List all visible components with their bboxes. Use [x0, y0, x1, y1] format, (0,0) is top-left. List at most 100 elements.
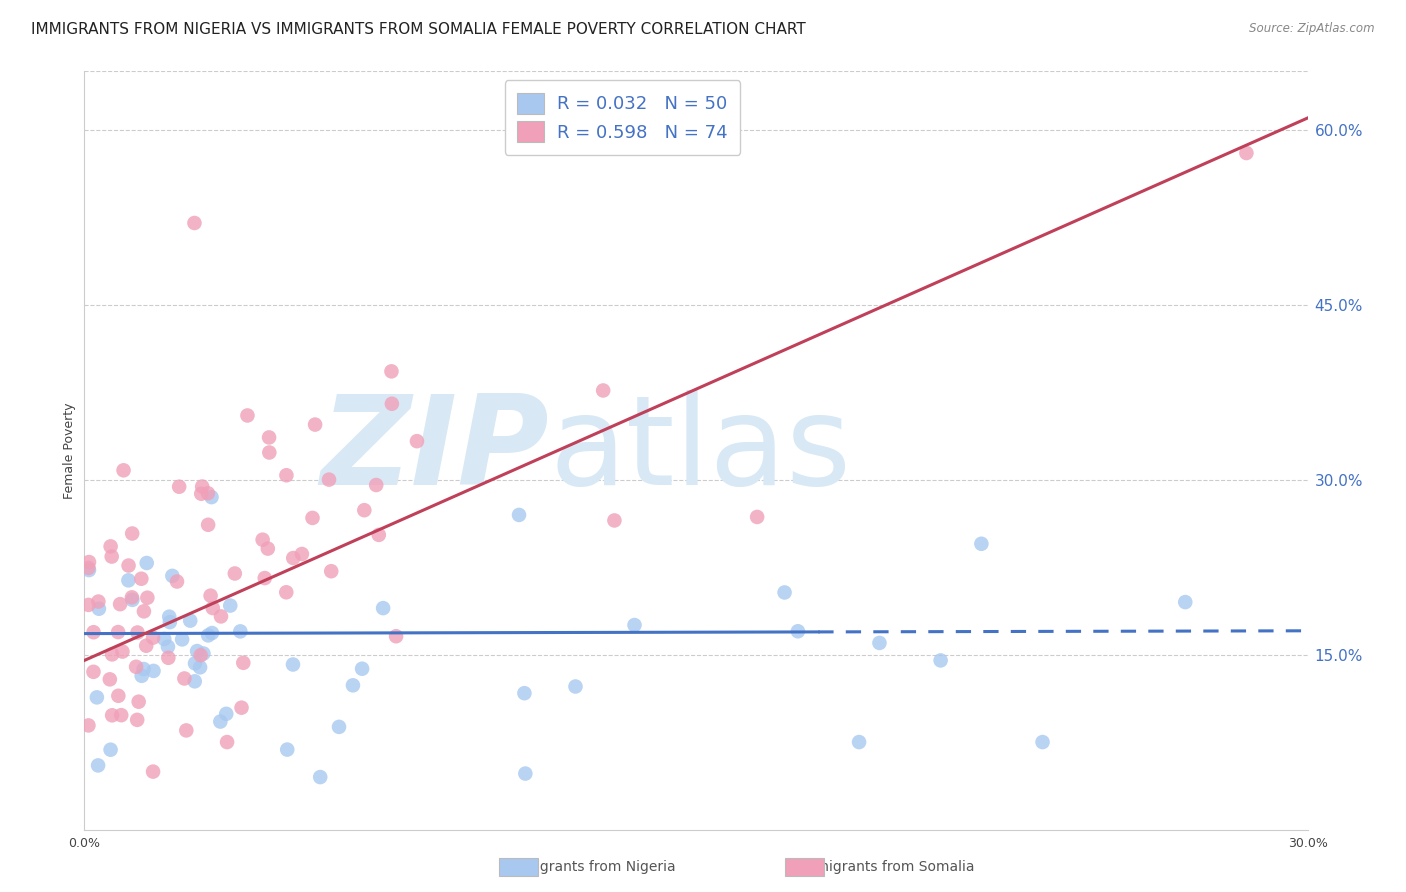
Point	[209, 609, 232, 624]
Point	[201, 626, 224, 640]
Point	[188, 660, 211, 674]
Point	[197, 628, 219, 642]
Point	[153, 632, 176, 646]
Text: atlas: atlas	[550, 390, 851, 511]
Point	[197, 486, 219, 500]
Point	[117, 558, 139, 573]
Point	[100, 549, 122, 564]
Point	[342, 678, 364, 692]
Point	[77, 555, 100, 569]
Text: Immigrants from Somalia: Immigrants from Somalia	[797, 860, 974, 874]
Point	[174, 723, 197, 738]
Point	[1032, 735, 1054, 749]
Point	[112, 463, 135, 477]
Point	[86, 690, 108, 705]
Point	[304, 417, 326, 432]
Point	[623, 618, 645, 632]
Point	[257, 430, 280, 444]
Point	[215, 706, 238, 721]
Point	[77, 563, 100, 577]
Point	[127, 713, 149, 727]
Point	[366, 478, 388, 492]
Point	[121, 591, 143, 605]
Legend: R = 0.032   N = 50, R = 0.598   N = 74: R = 0.032 N = 50, R = 0.598 N = 74	[505, 80, 741, 154]
Point	[513, 686, 536, 700]
Point	[1236, 146, 1258, 161]
Point	[77, 598, 100, 612]
Point	[929, 653, 952, 667]
Point	[142, 764, 165, 779]
Point	[190, 648, 212, 663]
Point	[256, 541, 278, 556]
Point	[117, 574, 139, 588]
Point	[353, 503, 375, 517]
Point	[179, 614, 201, 628]
Point	[773, 585, 796, 599]
Point	[101, 708, 124, 723]
Point	[184, 674, 207, 689]
Point	[380, 364, 402, 378]
Point	[321, 564, 343, 578]
Point	[508, 508, 530, 522]
Point	[253, 571, 276, 585]
Point	[224, 566, 246, 581]
Point	[125, 660, 148, 674]
Point	[121, 592, 143, 607]
Point	[283, 551, 305, 566]
Point	[381, 397, 404, 411]
Point	[156, 640, 179, 654]
Point	[318, 473, 340, 487]
Point	[229, 624, 252, 639]
Point	[367, 528, 389, 542]
Point	[166, 574, 188, 589]
Point	[157, 650, 180, 665]
Point	[787, 624, 810, 639]
Point	[142, 631, 165, 645]
Point	[83, 625, 105, 640]
Point	[110, 708, 132, 723]
Point	[162, 569, 184, 583]
Point	[592, 384, 614, 398]
Point	[135, 639, 157, 653]
Point	[132, 604, 155, 618]
Point	[77, 718, 100, 732]
Point	[301, 511, 323, 525]
Point	[128, 695, 150, 709]
Point	[747, 510, 769, 524]
Point	[236, 409, 259, 423]
Point	[217, 735, 239, 749]
Point	[209, 714, 232, 729]
Point	[232, 656, 254, 670]
Point	[603, 513, 626, 527]
Point	[352, 662, 374, 676]
Point	[132, 662, 155, 676]
Point	[276, 742, 298, 756]
Point	[371, 601, 394, 615]
Point	[259, 445, 281, 459]
Y-axis label: Female Poverty: Female Poverty	[63, 402, 76, 499]
Point	[157, 609, 180, 624]
Point	[869, 636, 891, 650]
Point	[848, 735, 870, 749]
Point	[87, 601, 110, 615]
Point	[276, 585, 298, 599]
Point	[197, 517, 219, 532]
Point	[184, 657, 207, 671]
Point	[121, 526, 143, 541]
Point	[167, 480, 190, 494]
Point	[1174, 595, 1197, 609]
Point	[87, 758, 110, 772]
Point	[385, 629, 408, 643]
Point	[142, 664, 165, 678]
Point	[172, 632, 194, 647]
Point	[564, 680, 586, 694]
Point	[190, 487, 212, 501]
Point	[231, 700, 253, 714]
Point	[111, 644, 134, 658]
Point	[77, 561, 100, 575]
Point	[159, 615, 181, 629]
Point	[183, 216, 205, 230]
Point	[200, 589, 222, 603]
Text: Immigrants from Nigeria: Immigrants from Nigeria	[505, 860, 676, 874]
Text: ZIP: ZIP	[321, 390, 550, 511]
